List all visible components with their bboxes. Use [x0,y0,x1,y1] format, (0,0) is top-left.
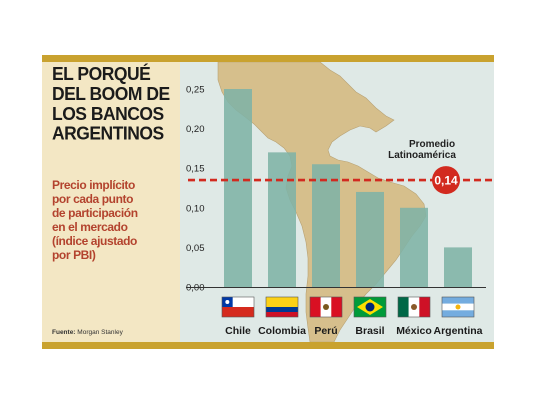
brazil-flag-icon [353,296,387,318]
bar-colombia [268,152,296,287]
bar-brasil [356,191,384,287]
y-tick-label: 0,15 [186,164,205,175]
source-note: Fuente: Morgan Stanley [52,329,123,336]
x-tick-label: Brasil [355,325,384,337]
flags [221,296,475,318]
source-value: Morgan Stanley [77,329,123,336]
x-tick-label: Chile [225,325,251,337]
headline: EL PORQUÉ DEL BOOM DE LOS BANCOS ARGENTI… [52,63,170,144]
x-tick-label: Perú [314,325,337,337]
x-tick-label: Argentina [433,325,482,337]
y-tick-label: 0,10 [186,203,205,214]
y-tick-label: 0,05 [186,243,205,254]
bar-chart: 0,250,200,150,100,050,00 PromedioLatinoa… [186,62,494,342]
subtitle: Precio implícito por cada punto de parti… [52,178,138,262]
x-axis-labels: Chile Colombia Perú Brasil México Argentina [225,325,482,337]
source-label: Fuente: [52,329,76,336]
reference-badge-value: 0,14 [434,174,458,188]
x-tick-label: México [396,325,432,337]
reference-label-line2: Latinoamérica [388,150,456,161]
argentina-flag-icon [441,296,475,318]
bottom-accent-bar [42,342,494,349]
bars [224,89,472,287]
y-tick-label: 0,25 [186,85,205,96]
colombia-flag-icon [265,296,299,318]
reference-label-line1: Promedio [409,139,455,150]
top-accent-bar [42,55,494,62]
x-tick-label: Colombia [258,325,306,337]
reference-badge [432,166,460,195]
peru-flag-icon [309,296,343,318]
bar-chile [224,89,252,287]
y-axis: 0,250,200,150,100,050,00 [186,85,486,294]
bar-méxico [400,207,428,287]
bar-perú [312,164,340,287]
bar-argentina [444,247,472,287]
mexico-flag-icon [397,296,431,318]
left-panel: EL PORQUÉ DEL BOOM DE LOS BANCOS ARGENTI… [52,63,174,338]
chile-flag-icon [221,296,255,318]
y-tick-label: 0,20 [186,124,205,135]
